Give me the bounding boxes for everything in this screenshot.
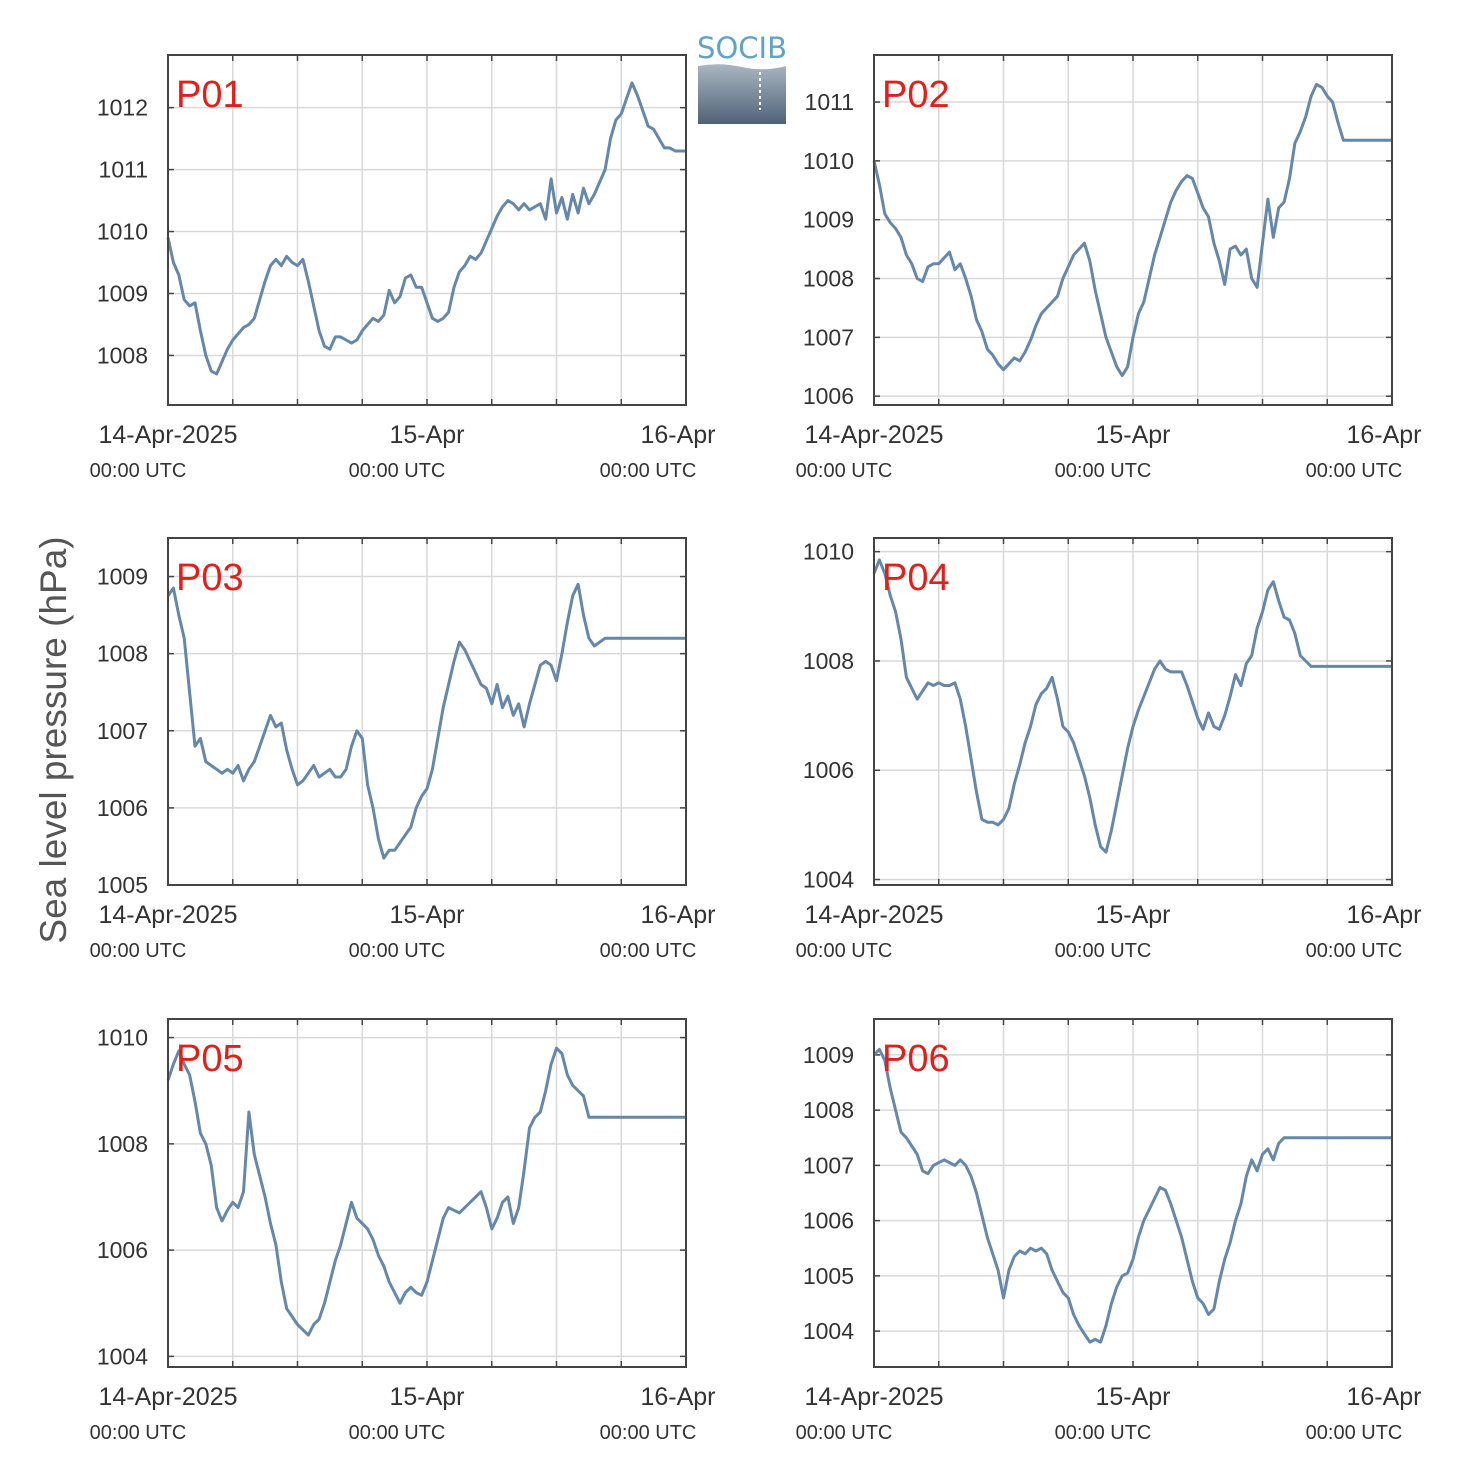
series-line-p05 <box>166 1046 686 1337</box>
plot-frame <box>167 1018 687 1368</box>
y-tick-label: 1007 <box>803 1152 854 1178</box>
y-tick-label: 1009 <box>803 1042 854 1068</box>
y-tick-label: 1008 <box>803 1097 854 1123</box>
y-tick-label: 1009 <box>97 280 148 306</box>
y-tick-label: 1012 <box>97 95 148 121</box>
x-tick-label-day: 16-Apr <box>1346 421 1421 449</box>
x-tick-label-day: 15-Apr <box>1095 1383 1170 1411</box>
x-tick-label-day: 15-Apr <box>1095 421 1170 449</box>
x-tick-label-time: 00:00 UTC <box>1055 460 1152 482</box>
panel-label: P03 <box>176 557 244 599</box>
y-axis-label: Sea level pressure (hPa) <box>33 536 74 943</box>
x-tick-label-time: 00:00 UTC <box>600 940 697 962</box>
x-tick-label-day: 15-Apr <box>389 1383 464 1411</box>
panel-p04: 1004 1006 1008 1010 P04 14-Apr-2025 00:00 UTC 1… <box>796 537 1422 962</box>
x-tick-label-day: 16-Apr <box>640 421 715 449</box>
panel-label: P02 <box>882 74 950 116</box>
x-tick-label-time: 00:00 UTC <box>1306 460 1403 482</box>
y-tick-label: 1005 <box>803 1263 854 1289</box>
y-tick-label: 1006 <box>803 383 854 409</box>
y-tick-label: 1011 <box>99 157 148 183</box>
y-tick-label: 1006 <box>803 757 854 783</box>
y-tick-label: 1006 <box>97 1237 148 1263</box>
y-tick-label: 1007 <box>803 324 854 350</box>
x-tick-label-time: 00:00 UTC <box>600 1422 697 1444</box>
y-tick-label: 1010 <box>97 1025 148 1051</box>
x-tick-label-day: 14-Apr-2025 <box>99 901 238 929</box>
panel-p05: 1004 1006 1008 1010 P05 14-Apr-2025 00:00 UTC 1… <box>90 1018 716 1444</box>
panel-p02: 1006 1007 1008 1009 1010 1011 P02 14-Apr-2025 00… <box>796 54 1422 482</box>
series-line-p06 <box>872 1047 1392 1344</box>
x-tick-label-day: 14-Apr-2025 <box>805 901 944 929</box>
x-tick-label-day: 14-Apr-2025 <box>99 1383 238 1411</box>
panel-p06: 1004 1005 1006 1007 1008 1009 P06 14-Apr-2025 00… <box>796 1018 1422 1444</box>
panels: 1008 1009 1010 1011 1012 P01 14-Apr-2025 00:00 … <box>90 54 1422 1444</box>
y-tick-label: 1010 <box>97 219 148 245</box>
plot-frame <box>873 537 1393 886</box>
y-tick-label: 1008 <box>97 641 148 667</box>
plot-frame <box>167 54 687 406</box>
x-tick-label-day: 14-Apr-2025 <box>805 421 944 449</box>
x-tick-label-day: 16-Apr <box>1346 901 1421 929</box>
panel-p01: 1008 1009 1010 1011 1012 P01 14-Apr-2025 00:00 … <box>90 54 716 482</box>
panel-label: P04 <box>882 557 950 599</box>
y-tick-label: 1004 <box>803 867 854 893</box>
panel-p03: 1005 1006 1007 1008 1009 P03 14-Apr-2025 00:00 … <box>90 537 716 962</box>
y-tick-label: 1010 <box>803 148 854 174</box>
x-tick-label-time: 00:00 UTC <box>349 940 446 962</box>
y-tick-label: 1009 <box>803 207 854 233</box>
panel-label: P01 <box>176 74 244 116</box>
panel-label: P06 <box>882 1038 950 1080</box>
x-tick-label-time: 00:00 UTC <box>349 1422 446 1444</box>
logo-text: SOCIB <box>697 31 787 65</box>
x-tick-label-time: 00:00 UTC <box>90 1422 187 1444</box>
series-line-p03 <box>166 582 686 860</box>
x-tick-label-time: 00:00 UTC <box>1306 940 1403 962</box>
series-line-p01 <box>166 81 686 376</box>
y-tick-label: 1006 <box>803 1208 854 1234</box>
panel-label: P05 <box>176 1038 244 1080</box>
x-tick-label-time: 00:00 UTC <box>90 940 187 962</box>
x-tick-label-day: 15-Apr <box>1095 901 1170 929</box>
x-tick-label-time: 00:00 UTC <box>796 940 893 962</box>
plot-frame <box>873 54 1393 406</box>
x-tick-label-time: 00:00 UTC <box>349 460 446 482</box>
plot-frame <box>167 537 687 886</box>
y-tick-label: 1004 <box>803 1318 854 1344</box>
x-tick-label-day: 14-Apr-2025 <box>99 421 238 449</box>
y-tick-label: 1004 <box>97 1343 148 1369</box>
x-tick-label-time: 00:00 UTC <box>796 460 893 482</box>
y-tick-label: 1009 <box>97 564 148 590</box>
x-tick-label-day: 16-Apr <box>640 1383 715 1411</box>
x-tick-label-time: 00:00 UTC <box>796 1422 893 1444</box>
x-tick-label-day: 16-Apr <box>1346 1383 1421 1411</box>
x-tick-label-time: 00:00 UTC <box>1055 940 1152 962</box>
x-tick-label-day: 14-Apr-2025 <box>805 1383 944 1411</box>
x-tick-label-time: 00:00 UTC <box>1055 1422 1152 1444</box>
y-tick-label: 1010 <box>803 539 854 565</box>
x-tick-label-day: 15-Apr <box>389 901 464 929</box>
series-line-p04 <box>872 558 1392 854</box>
y-tick-label: 1006 <box>97 795 148 821</box>
x-tick-label-time: 00:00 UTC <box>1306 1422 1403 1444</box>
x-tick-label-time: 00:00 UTC <box>90 460 187 482</box>
series-line-p02 <box>872 82 1392 378</box>
y-tick-label: 1005 <box>97 872 148 898</box>
y-tick-label: 1008 <box>97 342 148 368</box>
x-tick-label-time: 00:00 UTC <box>600 460 697 482</box>
x-tick-label-day: 16-Apr <box>640 901 715 929</box>
y-tick-label: 1008 <box>803 648 854 674</box>
y-tick-label: 1011 <box>805 89 854 115</box>
logo-wave <box>698 64 786 124</box>
y-tick-label: 1007 <box>97 718 148 744</box>
plot-frame <box>873 1018 1393 1368</box>
socib-logo: SOCIB <box>697 31 787 124</box>
y-tick-label: 1008 <box>97 1131 148 1157</box>
x-tick-label-day: 15-Apr <box>389 421 464 449</box>
y-tick-label: 1008 <box>803 266 854 292</box>
